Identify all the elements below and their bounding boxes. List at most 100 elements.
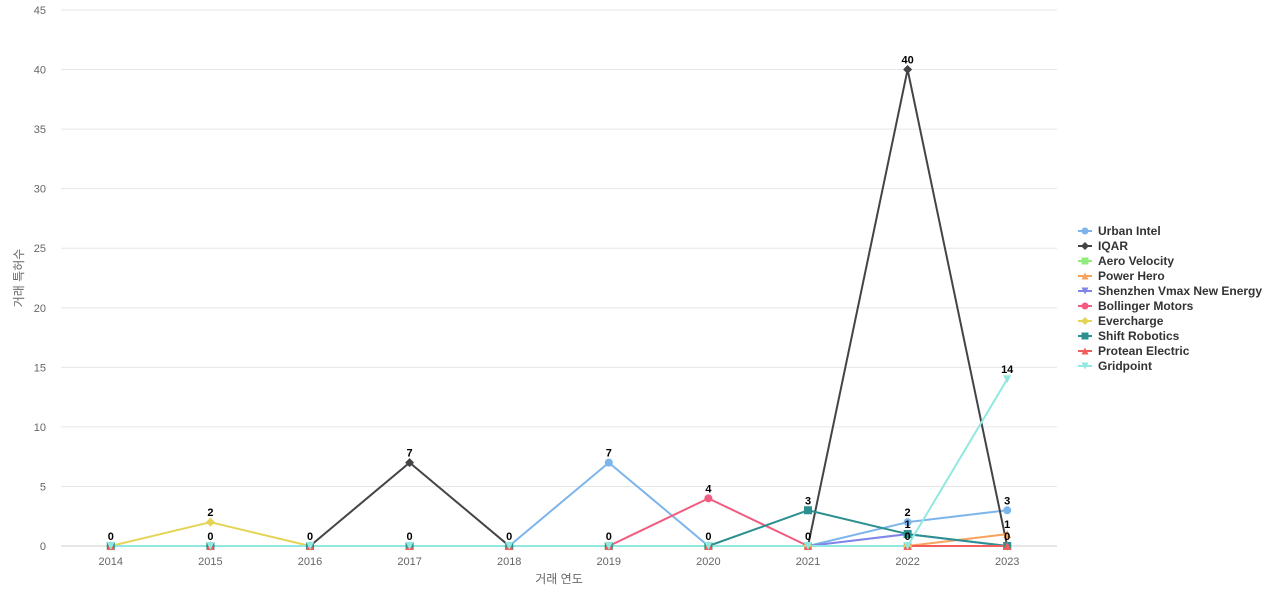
legend-label: Bollinger Motors bbox=[1098, 299, 1194, 313]
y-axis-title: 거래 특허수 bbox=[12, 249, 26, 308]
x-tick-label: 2019 bbox=[597, 556, 621, 568]
y-tick-label: 25 bbox=[34, 243, 46, 255]
legend-item-urban-intel[interactable]: Urban Intel bbox=[1078, 224, 1161, 238]
legend-marker-evercharge bbox=[1081, 317, 1089, 325]
data-point-urban-intel bbox=[604, 458, 613, 467]
data-label: 2 bbox=[905, 507, 911, 519]
data-label: 14 bbox=[1001, 364, 1014, 376]
data-point-bollinger-motors bbox=[704, 494, 713, 503]
series-markers bbox=[106, 65, 1012, 551]
legend-label: Shift Robotics bbox=[1098, 329, 1180, 343]
data-point-gridpoint bbox=[405, 542, 414, 550]
y-tick-label: 15 bbox=[34, 362, 46, 374]
y-tick-label: 40 bbox=[34, 65, 46, 77]
data-label: 7 bbox=[606, 448, 612, 460]
x-tick-label: 2016 bbox=[298, 556, 322, 568]
data-label: 7 bbox=[407, 448, 413, 460]
series-line-shift-robotics bbox=[110, 509, 1008, 547]
data-label: 0 bbox=[705, 531, 711, 543]
data-label: 0 bbox=[506, 531, 512, 543]
legend-item-shift-robotics[interactable]: Shift Robotics bbox=[1078, 329, 1180, 343]
data-label: 0 bbox=[905, 531, 911, 543]
data-point-power-hero bbox=[1003, 530, 1012, 539]
legend-label: Power Hero bbox=[1098, 269, 1165, 283]
legend-label: Shenzhen Vmax New Energy bbox=[1098, 284, 1262, 298]
series-line-shenzhen-vmax-new-energy bbox=[110, 533, 1008, 547]
y-tick-label: 45 bbox=[34, 5, 46, 17]
legend-marker-protean-electric bbox=[1081, 347, 1089, 355]
data-point-urban-intel bbox=[903, 518, 912, 527]
series-lines bbox=[110, 68, 1009, 547]
data-point-gridpoint bbox=[306, 542, 314, 550]
gridlines bbox=[61, 9, 1057, 547]
data-label: 3 bbox=[1004, 495, 1010, 507]
legend-label: Urban Intel bbox=[1098, 224, 1161, 238]
legend-item-aero-velocity[interactable]: Aero Velocity bbox=[1078, 254, 1174, 268]
legend-label: Gridpoint bbox=[1098, 359, 1152, 373]
data-label: 4 bbox=[705, 483, 712, 495]
data-label: 3 bbox=[805, 495, 811, 507]
data-label: 0 bbox=[307, 531, 313, 543]
data-point-shift-robotics bbox=[903, 530, 912, 539]
legend-marker-aero-velocity bbox=[1081, 257, 1089, 265]
x-tick-label: 2015 bbox=[198, 556, 222, 568]
x-tick-label: 2023 bbox=[995, 556, 1019, 568]
x-axis-ticks: 2014 2015 2016 2017 2018 2019 2020 2021 2022 2023 bbox=[99, 556, 1020, 568]
legend-marker-shift-robotics bbox=[1081, 332, 1089, 340]
data-label: 2 bbox=[207, 507, 213, 519]
data-point-evercharge bbox=[205, 517, 215, 527]
series-line-urban-intel bbox=[110, 461, 1008, 547]
x-tick-label: 2021 bbox=[796, 556, 820, 568]
data-label: 1 bbox=[1004, 519, 1010, 531]
x-tick-label: 2014 bbox=[99, 556, 123, 568]
y-tick-label: 20 bbox=[34, 303, 46, 315]
legend-item-gridpoint[interactable]: Gridpoint bbox=[1078, 359, 1152, 373]
data-point-gridpoint bbox=[903, 542, 912, 550]
x-tick-label: 2022 bbox=[895, 556, 919, 568]
legend-item-iqar[interactable]: IQAR bbox=[1078, 239, 1128, 253]
y-tick-label: 30 bbox=[34, 184, 46, 196]
legend-marker-shenzhen-vmax-new-energy bbox=[1081, 287, 1089, 295]
legend-label: Evercharge bbox=[1098, 314, 1164, 328]
legend-item-power-hero[interactable]: Power Hero bbox=[1078, 269, 1165, 283]
data-point-iqar bbox=[903, 65, 913, 75]
data-point-gridpoint bbox=[1003, 375, 1012, 384]
data-label: 40 bbox=[901, 55, 913, 67]
data-label: 0 bbox=[606, 531, 612, 543]
legend-item-shenzhen-vmax-new-energy[interactable]: Shenzhen Vmax New Energy bbox=[1078, 284, 1262, 298]
legend-marker-power-hero bbox=[1081, 272, 1089, 280]
legend-label: Protean Electric bbox=[1098, 344, 1190, 358]
data-label: 0 bbox=[207, 531, 213, 543]
data-point-gridpoint bbox=[704, 542, 713, 550]
legend-item-protean-electric[interactable]: Protean Electric bbox=[1078, 344, 1190, 358]
y-axis-ticks: 0 5 10 15 20 25 30 35 40 45 bbox=[34, 5, 46, 553]
legend-marker-iqar bbox=[1081, 242, 1089, 250]
x-tick-label: 2018 bbox=[497, 556, 521, 568]
data-point-gridpoint bbox=[106, 542, 115, 550]
y-tick-label: 10 bbox=[34, 422, 46, 434]
data-label: 0 bbox=[805, 531, 811, 543]
y-tick-label: 5 bbox=[40, 481, 46, 493]
x-tick-label: 2020 bbox=[696, 556, 720, 568]
data-point-gridpoint bbox=[505, 542, 514, 550]
legend-marker-gridpoint bbox=[1081, 362, 1089, 370]
legend-label: Aero Velocity bbox=[1098, 254, 1174, 268]
data-point-shift-robotics bbox=[804, 506, 812, 515]
x-tick-label: 2017 bbox=[397, 556, 421, 568]
legend-item-evercharge[interactable]: Evercharge bbox=[1078, 314, 1164, 328]
data-label: 0 bbox=[108, 531, 114, 543]
data-point-gridpoint bbox=[206, 542, 215, 550]
series-line-power-hero bbox=[110, 533, 1008, 547]
data-point-gridpoint bbox=[804, 542, 812, 550]
legend-marker-bollinger-motors bbox=[1081, 302, 1089, 310]
data-point-iqar bbox=[405, 458, 415, 468]
data-point-urban-intel bbox=[1003, 506, 1012, 515]
legend-item-bollinger-motors[interactable]: Bollinger Motors bbox=[1078, 299, 1194, 313]
data-label: 1 bbox=[905, 519, 911, 531]
series-line-gridpoint bbox=[110, 378, 1009, 547]
data-label: 0 bbox=[407, 531, 413, 543]
